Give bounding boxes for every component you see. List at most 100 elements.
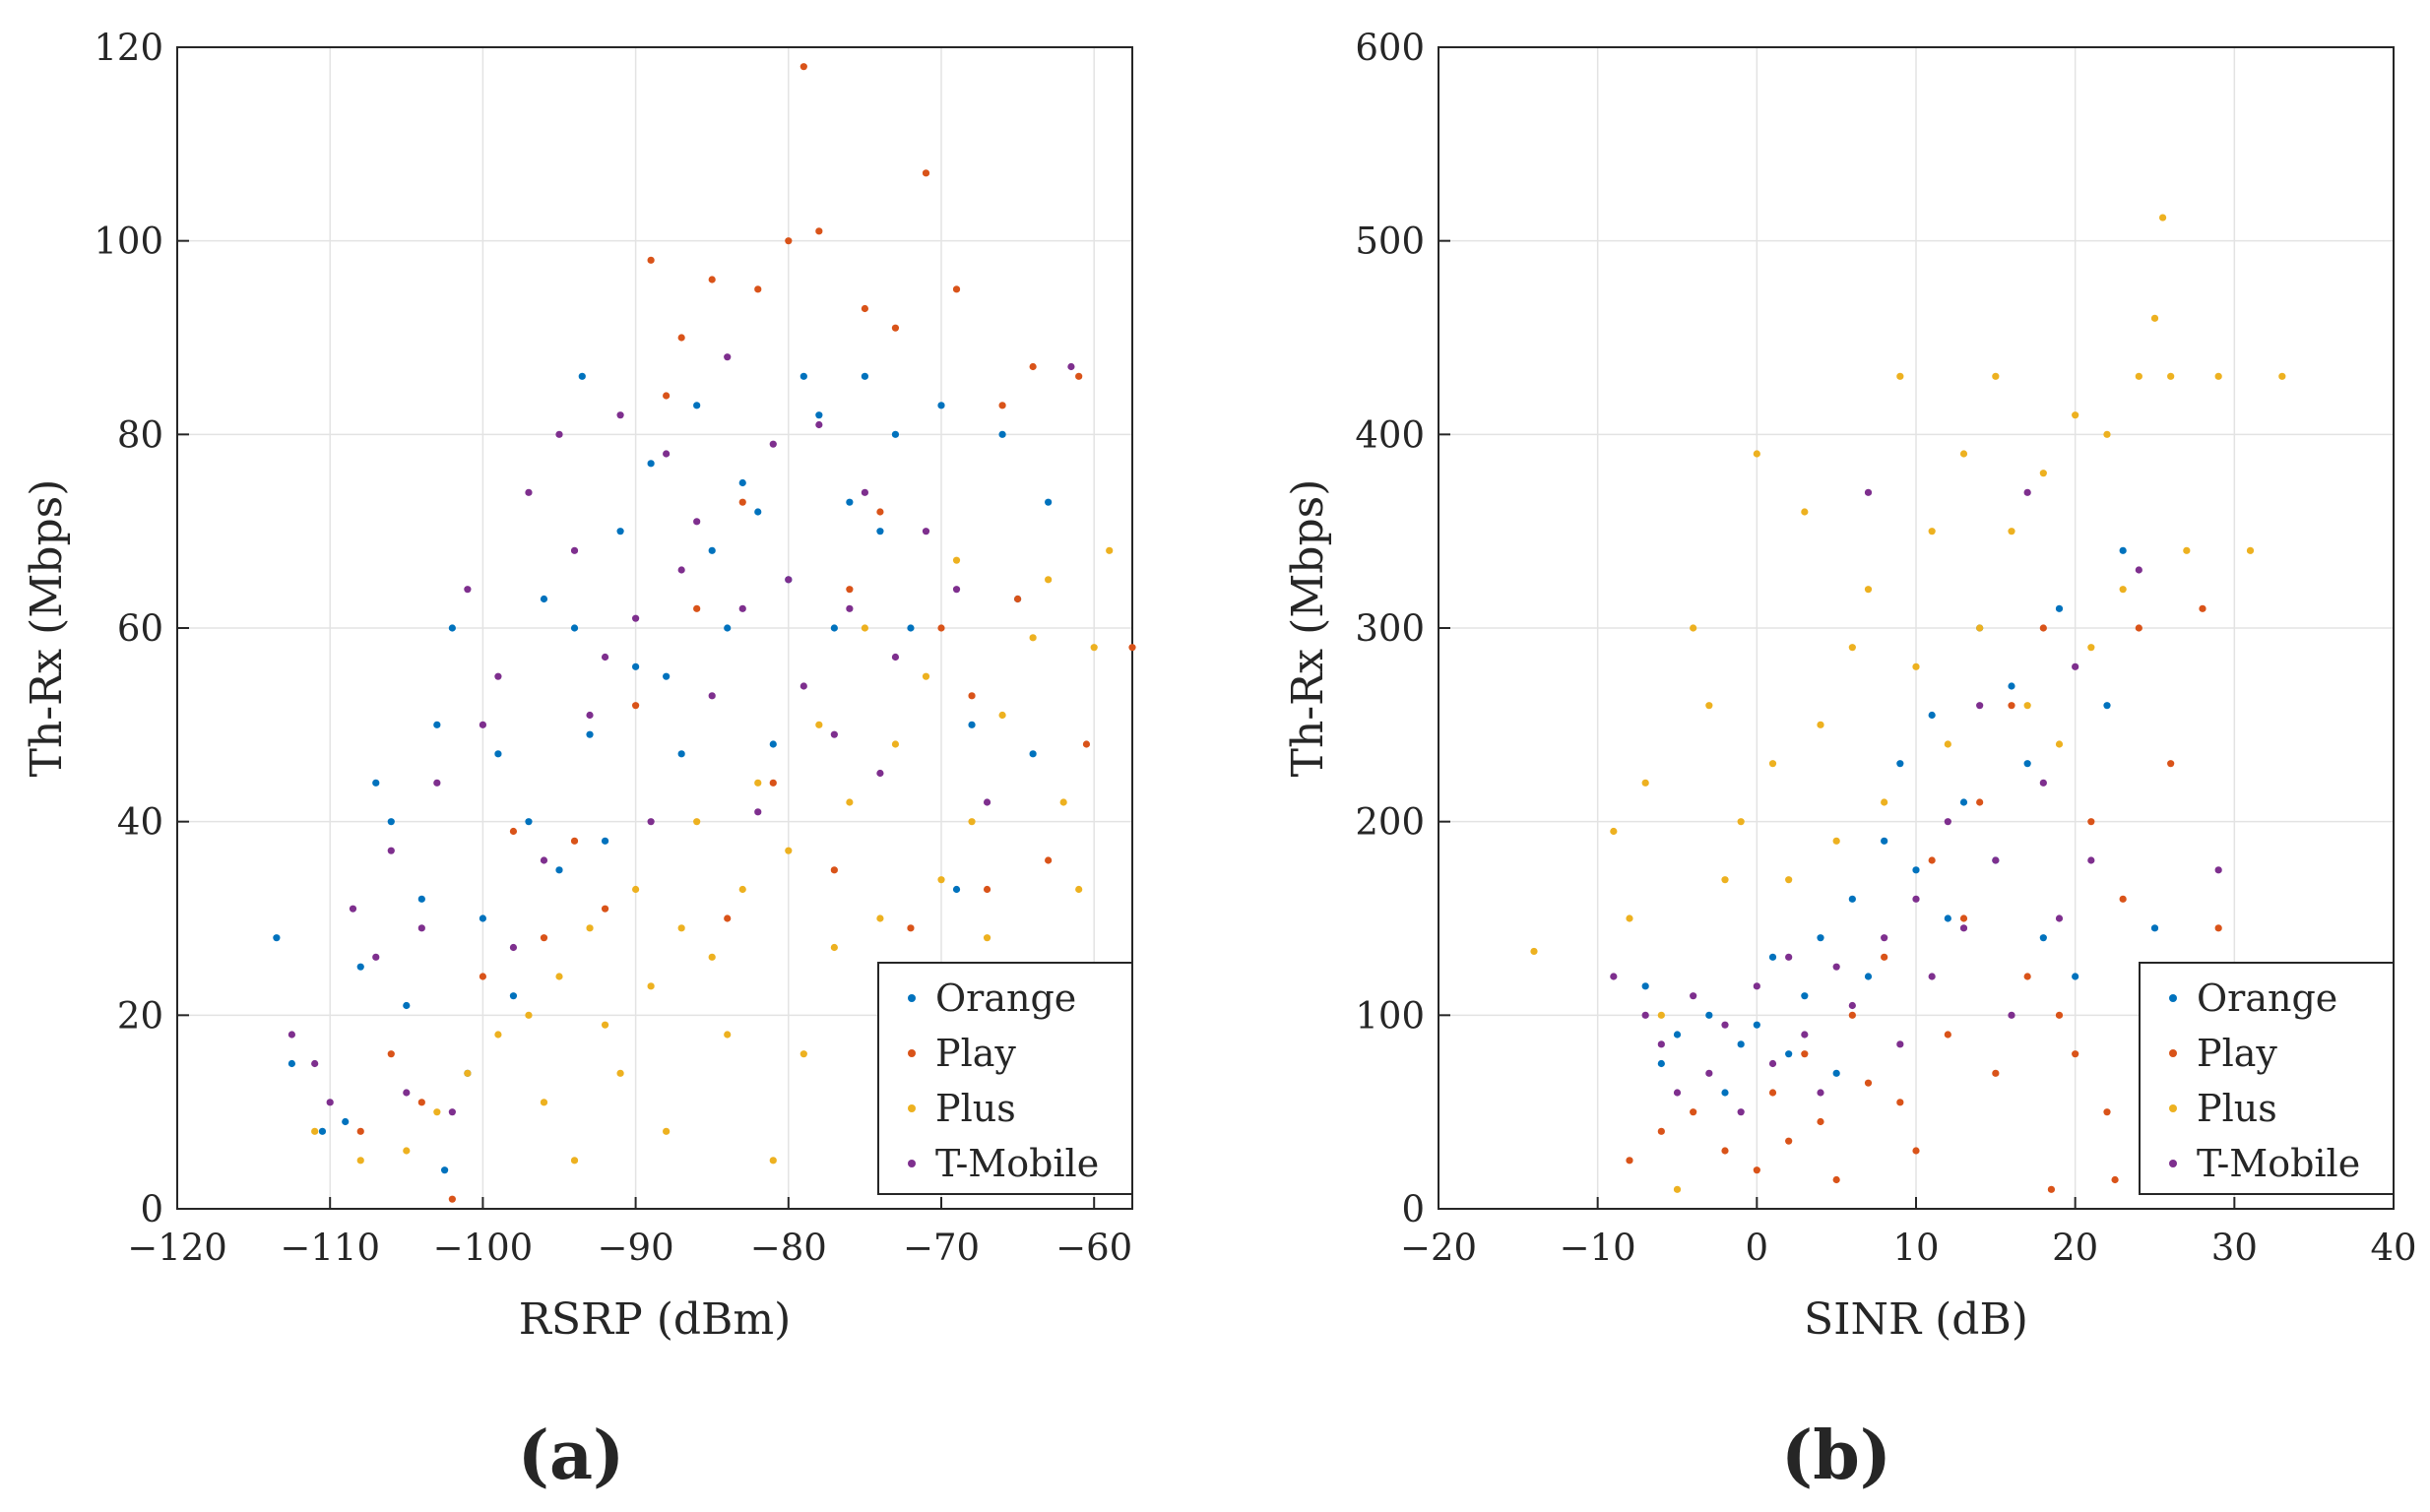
panel-b-point-plus	[1657, 1011, 1665, 1019]
panel-b-point-plus	[2072, 411, 2079, 419]
panel-b-point-play	[1992, 1069, 2000, 1077]
panel-a-point-t-mobile	[372, 953, 380, 961]
panel-a-point-plus	[555, 973, 563, 980]
panel-b-point-t-mobile	[1657, 1040, 1665, 1048]
panel-a-point-t-mobile	[349, 905, 357, 913]
panel-a-point-orange	[616, 528, 624, 536]
panel-b-x-tick-label: −20	[1400, 1227, 1477, 1269]
panel-a-point-orange	[632, 662, 640, 670]
panel-a-point-orange	[601, 837, 609, 845]
panel-a-x-axis-label: RSRP (dBm)	[519, 1294, 792, 1345]
panel-a-point-orange	[578, 372, 586, 380]
panel-b-point-t-mobile	[1737, 1108, 1745, 1116]
panel-b-point-play	[1928, 856, 1936, 864]
panel-b-point-play	[1657, 1127, 1665, 1135]
panel-a-point-plus	[754, 779, 762, 787]
panel-a-point-plus	[1045, 576, 1053, 584]
panel-a-point-t-mobile	[708, 692, 716, 700]
panel-b-x-tick-label: 0	[1746, 1227, 1769, 1269]
panel-b-legend-marker-t-mobile	[2169, 1160, 2177, 1167]
panel-a-y-tick-label: 120	[94, 27, 163, 69]
panel-a-point-plus	[1106, 546, 1114, 554]
panel-a-point-t-mobile	[403, 1089, 411, 1097]
panel-a-point-play	[785, 237, 793, 245]
panel-a-y-axis-label: Th-Rx (Mbps)	[22, 479, 72, 778]
panel-b-point-play	[1848, 1011, 1856, 1019]
panel-b-point-orange	[1737, 1040, 1745, 1048]
panel-a-point-t-mobile	[586, 711, 594, 720]
panel-b-point-play	[1753, 1166, 1760, 1174]
panel-b-point-t-mobile	[2214, 866, 2222, 874]
panel-a-point-plus	[952, 556, 961, 564]
panel-a-point-t-mobile	[861, 488, 869, 496]
panel-a-legend-box	[877, 962, 1133, 1195]
panel-b-x-tick-label: 30	[2211, 1227, 2258, 1269]
panel-b-x-tick-label: −10	[1560, 1227, 1636, 1269]
panel-a-point-plus	[876, 914, 884, 922]
panel-b-point-plus	[1848, 644, 1856, 652]
panel-b-point-t-mobile	[1992, 856, 2000, 864]
panel-b-point-play	[1832, 1175, 1840, 1184]
panel-b-point-t-mobile	[1641, 1011, 1649, 1019]
panel-a-point-t-mobile	[632, 614, 640, 622]
panel-a-point-orange	[540, 595, 548, 603]
panel-b-point-orange	[2103, 702, 2111, 710]
panel-a-point-t-mobile	[663, 450, 671, 458]
panel-b-point-t-mobile	[1768, 1059, 1777, 1068]
panel-b-point-plus	[1864, 586, 1873, 594]
panel-a-point-t-mobile	[464, 586, 472, 594]
panel-a-legend-marker-plus	[908, 1104, 916, 1112]
panel-a-point-orange	[433, 721, 441, 728]
panel-a-point-play	[922, 169, 930, 177]
panel-a-point-orange	[738, 478, 746, 487]
panel-b-point-plus	[1801, 508, 1809, 516]
panel-a-point-orange	[647, 460, 655, 468]
panel-b-x-tick-label: 20	[2052, 1227, 2098, 1269]
panel-a-y-tick-label: 40	[117, 801, 163, 844]
panel-b-point-plus	[1768, 760, 1777, 768]
panel-a-point-orange	[570, 624, 579, 632]
panel-a-point-orange	[273, 934, 281, 942]
panel-a-point-play	[769, 779, 777, 787]
panel-a-point-plus	[570, 1157, 579, 1165]
panel-a-legend-label: Plus	[935, 1087, 1016, 1130]
panel-a-point-play	[632, 702, 640, 710]
panel-a-point-t-mobile	[876, 769, 884, 778]
panel-a-point-plus	[738, 885, 746, 894]
panel-b-point-play	[1976, 798, 1984, 806]
panel-a-series-t-mobile	[288, 353, 1075, 1116]
panel-b-point-orange	[1753, 1021, 1760, 1029]
panel-b-point-plus	[2278, 372, 2286, 380]
panel-a-point-plus	[540, 1099, 548, 1106]
panel-b-point-orange	[1817, 934, 1824, 942]
panel-a-point-play	[509, 827, 518, 836]
panel-a-point-t-mobile	[647, 818, 655, 826]
panel-a-x-tick-label: −60	[1055, 1227, 1132, 1269]
panel-a-point-plus	[846, 798, 854, 806]
panel-b-point-plus	[2008, 528, 2015, 536]
panel-a-point-orange	[509, 992, 518, 1000]
panel-b-point-orange	[1768, 953, 1777, 961]
panel-b-point-play	[2103, 1108, 2111, 1116]
panel-a-point-t-mobile	[922, 528, 930, 536]
panel-a-point-play	[417, 1099, 425, 1106]
panel-b-point-play	[1912, 1147, 1920, 1155]
panel-b-point-plus	[1721, 876, 1729, 884]
panel-b-point-play	[1801, 1050, 1809, 1058]
panel-a-y-tick-label: 100	[94, 220, 163, 263]
panel-a-point-plus	[785, 847, 793, 854]
panel-b-point-plus	[1530, 947, 1538, 956]
panel-a-point-orange	[479, 914, 486, 922]
panel-a-point-plus	[601, 1021, 609, 1029]
panel-b-point-plus	[1912, 662, 1920, 670]
panel-a-point-t-mobile	[952, 586, 961, 594]
panel-a-y-tick-label: 60	[117, 607, 163, 650]
panel-b-y-tick-label: 600	[1355, 27, 1425, 69]
panel-a-point-orange	[846, 498, 854, 506]
panel-b-point-plus	[1817, 721, 1824, 728]
panel-b-point-plus	[1896, 372, 1904, 380]
panel-b-point-t-mobile	[1753, 982, 1760, 990]
panel-b-point-t-mobile	[1673, 1089, 1682, 1097]
panel-a-point-orange	[815, 411, 823, 419]
